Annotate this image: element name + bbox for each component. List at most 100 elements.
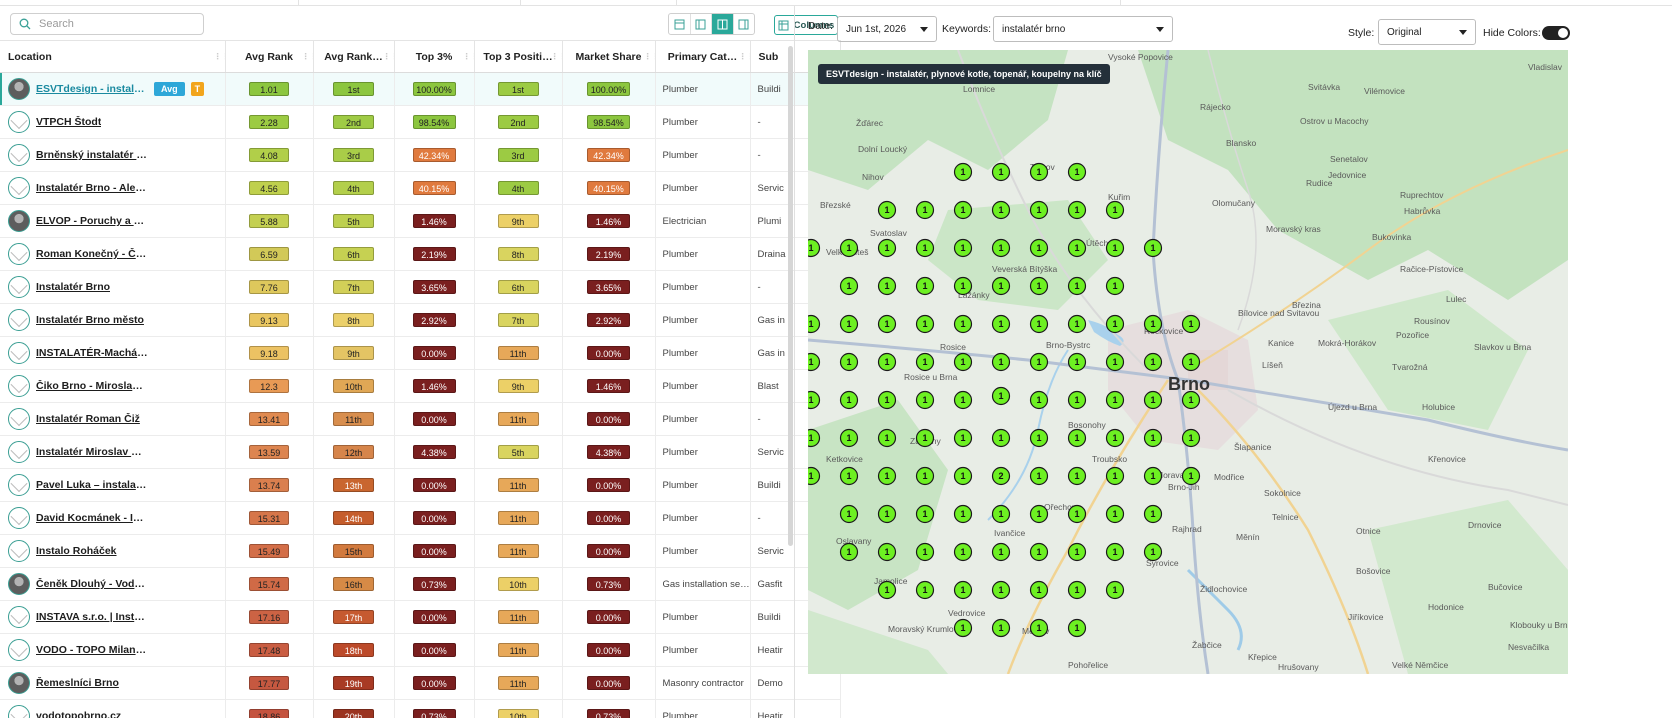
table-row[interactable]: Instalatér Brno 7.76 7th 3.65% 6th 3.65% Plumb… <box>0 270 841 304</box>
column-header-primary-category[interactable]: Primary Cat…⋮⋮ <box>655 40 751 73</box>
rank-pin[interactable]: 1 <box>1067 352 1087 372</box>
location-cell[interactable]: INSTAVA s.r.o. | Instalat… <box>0 600 226 634</box>
rank-pin[interactable]: 1 <box>953 580 973 600</box>
location-cell[interactable]: Instalatér Roman Čiž <box>0 402 226 436</box>
rank-pin[interactable]: 1 <box>953 390 973 410</box>
rank-pin[interactable]: 1 <box>991 352 1011 372</box>
rank-pin[interactable]: 1 <box>1067 162 1087 182</box>
rank-pin[interactable]: 1 <box>877 466 897 486</box>
rank-pin[interactable]: 1 <box>1105 200 1125 220</box>
rank-pin[interactable]: 1 <box>1067 314 1087 334</box>
rank-pin[interactable]: 1 <box>1067 580 1087 600</box>
rank-pin[interactable]: 1 <box>953 428 973 448</box>
table-row[interactable]: ELVOP - Poruchy a mo… 5.88 5th 1.46% 9th 1.46… <box>0 204 841 238</box>
rank-pin[interactable]: 1 <box>1105 428 1125 448</box>
rank-pin[interactable]: 1 <box>953 618 973 638</box>
table-row[interactable]: INSTALATÉR-Machát P… 9.18 9th 0.00% 11th 0.00… <box>0 336 841 370</box>
location-name-link[interactable]: Řemeslníci Brno <box>36 677 119 689</box>
rank-pin[interactable]: 1 <box>991 618 1011 638</box>
panel-divider[interactable] <box>794 6 795 718</box>
rank-pin[interactable]: 1 <box>915 542 935 562</box>
rank-pin[interactable]: 2 <box>991 466 1011 486</box>
rank-pin[interactable]: 1 <box>1143 428 1163 448</box>
location-name-link[interactable]: vodotopobrno.cz <box>36 710 122 718</box>
rank-pin[interactable]: 1 <box>1067 238 1087 258</box>
rank-pin[interactable]: 1 <box>991 504 1011 524</box>
drag-handle-icon[interactable]: ⋮⋮ <box>213 52 225 61</box>
rank-pin[interactable]: 1 <box>991 386 1011 406</box>
table-row[interactable]: vodotopobrno.cz 18.86 20th 0.73% 10th 0.73% Pl… <box>0 699 841 718</box>
column-header-avg-rank[interactable]: Avg Rank ⋮⋮ <box>225 40 314 73</box>
rank-pin[interactable]: 1 <box>877 504 897 524</box>
rank-pin[interactable]: 1 <box>1105 580 1125 600</box>
rank-pin[interactable]: 1 <box>1181 352 1201 372</box>
rank-pin[interactable]: 1 <box>1067 504 1087 524</box>
rank-pin[interactable]: 1 <box>839 466 859 486</box>
location-cell[interactable]: Instalatér Brno <box>0 270 226 304</box>
table-row[interactable]: David Kocmánek - Inst… 15.31 14th 0.00% 11th… <box>0 501 841 535</box>
rank-pin[interactable]: 1 <box>915 428 935 448</box>
rank-pin[interactable]: 1 <box>839 238 859 258</box>
location-cell[interactable]: Instalo Roháček <box>0 534 226 568</box>
rank-pin[interactable]: 1 <box>991 314 1011 334</box>
location-cell[interactable]: Řemeslníci Brno <box>0 666 226 700</box>
rank-pin[interactable]: 1 <box>877 276 897 296</box>
rank-pin[interactable]: 1 <box>1029 390 1049 410</box>
table-row[interactable]: VODO - TOPO Milan Pi… 17.48 18th 0.00% 11th 0… <box>0 633 841 667</box>
rank-pin[interactable]: 1 <box>991 542 1011 562</box>
column-header-location[interactable]: Location ⋮⋮ <box>0 40 226 73</box>
rank-pin[interactable]: 1 <box>1181 466 1201 486</box>
rank-pin[interactable]: 1 <box>1105 314 1125 334</box>
rank-pin[interactable]: 1 <box>991 162 1011 182</box>
location-cell[interactable]: Instalatér Brno město <box>0 303 226 337</box>
rank-pin[interactable]: 1 <box>915 504 935 524</box>
rank-pin[interactable]: 1 <box>808 238 821 258</box>
location-name-link[interactable]: Instalo Roháček <box>36 545 117 557</box>
location-cell[interactable]: VODO - TOPO Milan Pi… <box>0 633 226 667</box>
location-name-link[interactable]: Roman Konečný - ČIST… <box>36 248 148 260</box>
rank-pin[interactable]: 1 <box>991 580 1011 600</box>
table-row[interactable]: Brněnský instalatér Do… 4.08 3rd 42.34% 3rd 4… <box>0 138 841 172</box>
table-row[interactable]: Instalatér Brno město 9.13 8th 2.92% 7th 2.92… <box>0 303 841 337</box>
rank-pin[interactable]: 1 <box>1181 390 1201 410</box>
location-name-link[interactable]: Čeněk Dlouhý - Voda T… <box>36 578 148 590</box>
rank-pin[interactable]: 1 <box>1029 238 1049 258</box>
location-name-link[interactable]: Pavel Luka – instalatér,… <box>36 479 148 491</box>
location-cell[interactable]: David Kocmánek - Inst… <box>0 501 226 535</box>
search-box[interactable] <box>10 13 204 35</box>
rank-pin[interactable]: 1 <box>1029 162 1049 182</box>
rank-pin[interactable]: 1 <box>991 428 1011 448</box>
layout-split-left-button[interactable] <box>691 14 712 34</box>
rank-pin[interactable]: 1 <box>953 504 973 524</box>
location-cell[interactable]: Instalatér Brno - Aleš… <box>0 171 226 205</box>
layout-center-button[interactable] <box>712 14 734 34</box>
rank-pin[interactable]: 1 <box>1105 238 1125 258</box>
rank-pin[interactable]: 1 <box>1181 428 1201 448</box>
table-row[interactable]: Čeněk Dlouhý - Voda T… 15.74 16th 0.73% 10th… <box>0 567 841 601</box>
table-scrollbar[interactable] <box>788 46 793 546</box>
rank-pin[interactable]: 1 <box>915 238 935 258</box>
rank-pin[interactable]: 1 <box>1181 314 1201 334</box>
rank-pin[interactable]: 1 <box>1067 200 1087 220</box>
rank-pin[interactable]: 1 <box>1029 466 1049 486</box>
rank-pin[interactable]: 1 <box>1029 428 1049 448</box>
rank-pin[interactable]: 1 <box>1029 200 1049 220</box>
location-name-link[interactable]: Instalatér Brno - Aleš… <box>36 182 148 194</box>
location-cell[interactable]: vodotopobrno.cz <box>0 699 226 718</box>
rank-pin[interactable]: 1 <box>991 276 1011 296</box>
drag-handle-icon[interactable]: ⋮⋮ <box>301 52 313 61</box>
location-cell[interactable]: Čiko Brno - Miroslav H… <box>0 369 226 403</box>
rank-pin[interactable]: 1 <box>839 390 859 410</box>
hide-colors-toggle[interactable] <box>1542 26 1570 40</box>
location-name-link[interactable]: Brněnský instalatér Do… <box>36 149 148 161</box>
rank-pin[interactable]: 1 <box>839 314 859 334</box>
rank-pin[interactable]: 1 <box>877 238 897 258</box>
column-header-top3-percent[interactable]: Top 3% ⋮⋮ <box>394 40 475 73</box>
table-row[interactable]: Roman Konečný - ČIST… 6.59 6th 2.19% 8th 2.19… <box>0 237 841 271</box>
location-cell[interactable]: INSTALATÉR-Machát P… <box>0 336 226 370</box>
rank-pin[interactable]: 1 <box>877 390 897 410</box>
location-cell[interactable]: ELVOP - Poruchy a mo… <box>0 204 226 238</box>
date-select[interactable]: Jun 1st, 2026 <box>837 16 937 42</box>
rank-pin[interactable]: 1 <box>877 352 897 372</box>
location-name-link[interactable]: Instalatér Brno město <box>36 314 144 326</box>
